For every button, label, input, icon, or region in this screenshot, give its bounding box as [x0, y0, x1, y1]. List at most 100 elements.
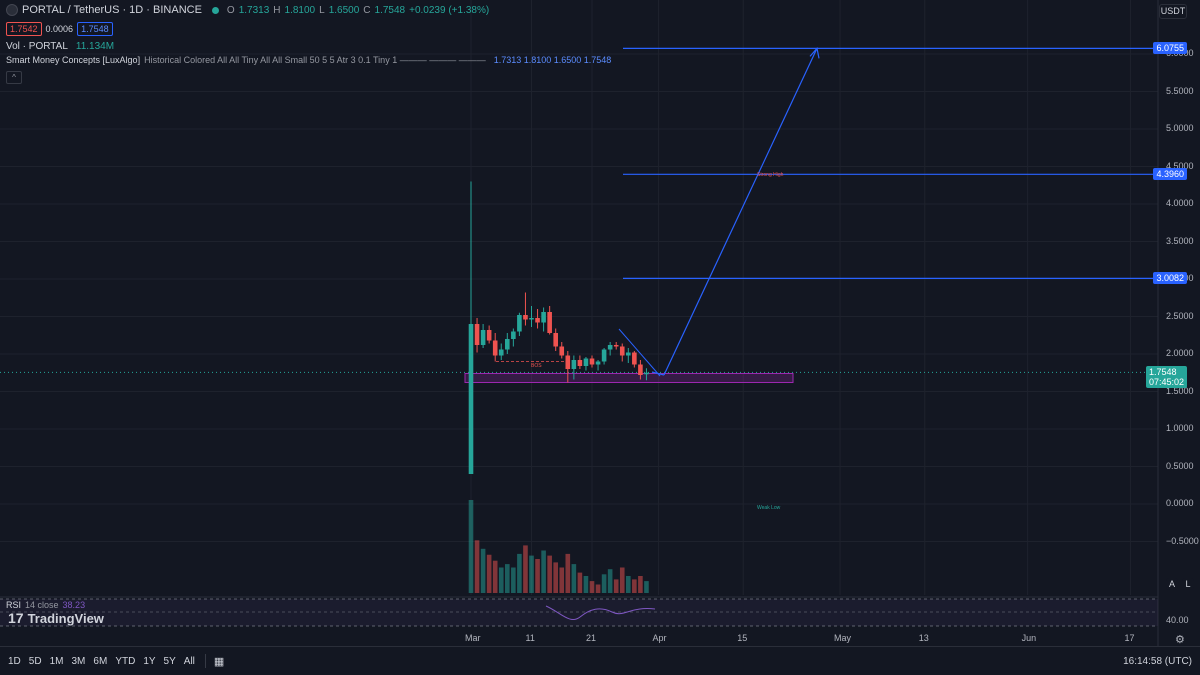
utc-clock[interactable]: 16:14:58 (UTC) [1123, 655, 1192, 667]
volume-bar [505, 564, 510, 593]
price-tick-label: 0.0000 [1166, 498, 1194, 508]
tradingview-wordmark: TradingView [27, 610, 104, 626]
rsi-label[interactable]: RSI [6, 600, 22, 610]
weak-low-label: Weak Low [757, 505, 781, 511]
log-scale-button[interactable]: L [1182, 578, 1194, 590]
target-1-price-tag: 6.0755 [1153, 42, 1187, 55]
volume-bar [583, 576, 589, 593]
bid-price-badge[interactable]: 1.7542 [6, 22, 42, 36]
ohlc-change: +0.0239 (+1.38%) [409, 4, 490, 16]
ohlc-low-label: L [319, 4, 325, 16]
volume-legend: Vol · PORTAL 11.134M [6, 41, 114, 52]
candle-body [529, 318, 534, 320]
candle-body [583, 358, 589, 366]
tradingview-logo[interactable]: 17 TradingView [8, 610, 104, 626]
time-tick-label: May [834, 633, 852, 643]
ask-price-badge[interactable]: 1.7548 [77, 22, 113, 36]
candle-body [468, 324, 474, 474]
rsi-axis-label: 40.00 [1166, 615, 1189, 625]
time-tick-label: 13 [918, 633, 929, 643]
volume-bar [644, 581, 649, 593]
price-tick-label: 2.5000 [1166, 310, 1194, 321]
candle-body [613, 345, 619, 347]
tf-5d[interactable]: 5D [28, 655, 42, 667]
tf-1d[interactable]: 1D [8, 655, 21, 667]
projection-arrowhead-icon [809, 47, 820, 59]
smc-values: 1.7313 1.8100 1.6500 1.7548 [493, 55, 612, 65]
tf-1y[interactable]: 1Y [143, 655, 156, 667]
bid-ask-row: 1.7542 0.0006 1.7548 [6, 22, 113, 36]
time-tick-label: 11 [525, 633, 535, 643]
volume-bar [529, 555, 534, 593]
ohlc-low: 1.6500 [328, 4, 360, 16]
chart-settings-gear-icon[interactable]: ⚙ [1175, 634, 1185, 646]
tf-1m[interactable]: 1M [49, 655, 64, 667]
candle-body [541, 312, 546, 323]
volume-bar [638, 576, 643, 593]
candle-body [486, 330, 492, 341]
strong-high-label: Strong High [757, 172, 784, 178]
collapse-legend-button[interactable]: ^ [6, 71, 22, 84]
currency-button[interactable]: USDT [1159, 4, 1187, 19]
candle-body [632, 352, 637, 365]
candle-body [523, 315, 528, 320]
price-tick-label: 2.0000 [1166, 348, 1194, 358]
volume-bar [480, 548, 486, 593]
tf-6m[interactable]: 6M [93, 655, 108, 667]
timeframe-bar: 1D 5D 1M 3M 6M YTD 1Y 5Y All ▦ 16:14:58 … [0, 646, 1200, 675]
volume-bar [607, 569, 613, 593]
candle-body [571, 360, 577, 369]
chevron-up-icon: ^ [12, 73, 16, 82]
price-tick-label: 5.0000 [1166, 123, 1194, 133]
candle-body [644, 372, 649, 375]
target-3-price-tag: 3.0082 [1153, 272, 1187, 285]
tf-3m[interactable]: 3M [71, 655, 86, 667]
volume-bar [559, 567, 565, 593]
price-tick-label: 0.5000 [1166, 460, 1194, 471]
volume-bar [474, 540, 480, 593]
volume-bar [547, 555, 552, 593]
time-tick-label: Apr [652, 633, 667, 643]
volume-bar [619, 567, 625, 593]
candle-body [589, 358, 595, 365]
tf-5y[interactable]: 5Y [163, 655, 176, 667]
last-price-tag: 1.7548 07:45:02 [1145, 366, 1187, 389]
symbol-logo-icon [6, 4, 18, 16]
ohlc-close: 1.7548 [374, 4, 406, 16]
volume-bar [486, 554, 492, 593]
spread-value: 0.0006 [45, 24, 74, 34]
price-tick-label: 1.0000 [1166, 423, 1194, 433]
candle-body [498, 349, 504, 356]
rsi-value: 38.23 [62, 600, 86, 610]
candle-body [638, 364, 643, 375]
price-tick-label: 1.5000 [1166, 385, 1194, 396]
last-price-value: 1.7548 [1148, 367, 1177, 378]
candle-body [577, 360, 583, 366]
trendline [618, 328, 661, 377]
volume-bar [517, 553, 522, 593]
volume-bar [565, 553, 571, 593]
ohlc-high: 1.8100 [284, 4, 316, 16]
smc-label[interactable]: Smart Money Concepts [LuxAlgo] [6, 55, 141, 65]
candle-body [619, 346, 625, 356]
candle-body [517, 315, 522, 332]
tradingview-logo-icon: 17 [8, 610, 24, 626]
candle-body [553, 333, 558, 347]
symbol-title[interactable]: PORTAL / TetherUS · 1D · BINANCE [22, 4, 202, 16]
time-tick-label: Jun [1021, 633, 1037, 643]
tf-all[interactable]: All [183, 655, 195, 667]
candle-body [559, 346, 565, 356]
calendar-icon[interactable]: ▦ [213, 655, 225, 668]
volume-bar [632, 579, 637, 593]
volume-bar [541, 550, 546, 593]
volume-bar [626, 576, 631, 593]
currency-label: USDT [1160, 6, 1186, 16]
volume-label[interactable]: Vol · PORTAL [6, 41, 68, 52]
tf-ytd[interactable]: YTD [115, 655, 136, 667]
auto-scale-button[interactable]: A [1166, 578, 1178, 590]
ohlc-close-label: C [363, 4, 371, 16]
volume-bar [492, 560, 498, 593]
time-tick-label: Mar [465, 633, 481, 643]
volume-bar [468, 500, 474, 593]
